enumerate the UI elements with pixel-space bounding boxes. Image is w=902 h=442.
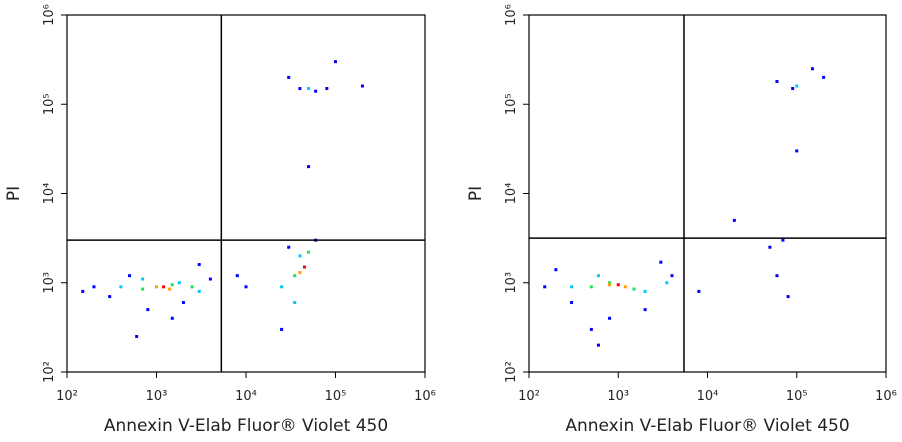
event-dot — [141, 287, 145, 291]
event-dot — [665, 281, 669, 285]
event-dot — [781, 238, 785, 242]
event-dot — [119, 285, 123, 289]
event-dot — [554, 268, 558, 272]
event-dot — [135, 334, 139, 338]
event-dot — [795, 84, 799, 88]
event-dot — [293, 274, 297, 278]
event-dot — [810, 67, 814, 71]
event-dot — [732, 218, 736, 222]
event-dot — [244, 285, 248, 289]
x-axis-title: Annexin V-Elab Fluor® Violet 450 — [104, 416, 388, 436]
event-dot — [643, 308, 647, 312]
y-tick-label: 10² — [42, 361, 57, 383]
plot-frame — [528, 14, 887, 373]
event-dot — [608, 281, 612, 285]
event-dot — [616, 283, 620, 287]
y-axis-title: PI — [466, 186, 486, 201]
event-dot — [325, 87, 329, 91]
event-dot — [334, 60, 337, 64]
y-tick-label: 10⁵ — [42, 93, 57, 115]
x-tick-label: 10³ — [146, 389, 168, 404]
x-tick-label: 10⁵ — [786, 389, 808, 404]
x-tick-label: 10⁴ — [235, 389, 257, 404]
event-dot — [623, 285, 627, 289]
event-dot — [302, 265, 306, 269]
y-tick-label: 10⁴ — [42, 183, 57, 205]
plot-frame — [66, 14, 426, 373]
event-dot — [287, 75, 291, 79]
event-dot — [786, 295, 790, 299]
event-dot — [791, 87, 795, 91]
event-dot — [608, 316, 612, 320]
event-dot — [307, 165, 311, 169]
event-dot — [293, 301, 297, 305]
event-dot — [589, 285, 593, 289]
event-dot — [155, 285, 158, 289]
event-dot — [181, 301, 185, 305]
event-dot — [596, 343, 600, 347]
event-dot — [280, 285, 284, 289]
y-tick-label: 10⁶ — [504, 4, 519, 26]
event-dot — [543, 285, 547, 289]
event-dot — [307, 250, 311, 254]
x-tick-label: 10² — [56, 389, 78, 404]
event-dot — [141, 277, 145, 281]
x-tick-label: 10⁶ — [875, 389, 897, 404]
x-tick-label: 10⁴ — [697, 389, 719, 404]
x-axis-title: Annexin V-Elab Fluor® Violet 450 — [565, 416, 849, 436]
event-dot — [795, 149, 799, 153]
event-dot — [146, 308, 150, 312]
event-dot — [697, 289, 701, 293]
event-dot — [280, 327, 284, 331]
event-dot — [81, 289, 85, 293]
y-tick-label: 10³ — [504, 272, 519, 294]
event-dot — [314, 89, 318, 93]
event-dot — [298, 254, 302, 258]
event-dot — [208, 277, 212, 281]
x-tick-label: 10⁶ — [414, 389, 436, 404]
event-dot — [170, 283, 174, 287]
event-dot — [197, 289, 201, 293]
y-tick-label: 10⁵ — [504, 93, 519, 115]
event-dot — [670, 274, 674, 278]
event-dot — [128, 274, 132, 278]
event-dot — [168, 287, 172, 291]
y-tick-label: 10⁴ — [504, 183, 519, 205]
event-dot — [170, 316, 174, 320]
event-dot — [235, 274, 239, 278]
event-dot — [570, 285, 574, 289]
event-dot — [307, 87, 311, 91]
y-tick-label: 10³ — [42, 272, 57, 294]
event-dot — [298, 87, 302, 91]
event-dot — [108, 295, 112, 299]
event-dot — [775, 79, 779, 83]
event-dot — [197, 263, 201, 267]
x-tick-label: 10² — [518, 389, 540, 404]
event-dot — [822, 75, 826, 79]
event-dot — [287, 245, 291, 249]
y-tick-label: 10² — [504, 361, 519, 383]
event-dot — [659, 260, 663, 264]
event-dot — [643, 289, 647, 293]
event-dot — [162, 285, 166, 289]
event-dot — [570, 301, 574, 305]
event-dot — [608, 283, 612, 287]
event-dot — [596, 274, 600, 278]
x-tick-label: 10³ — [607, 389, 629, 404]
x-tick-label: 10⁵ — [325, 389, 347, 404]
event-dot — [589, 327, 593, 331]
event-dot — [298, 271, 302, 275]
event-dot — [190, 285, 194, 289]
event-dot — [768, 245, 772, 249]
event-dot — [92, 285, 96, 289]
y-tick-label: 10⁶ — [42, 4, 57, 26]
event-dot — [177, 281, 181, 285]
event-dot — [775, 274, 779, 278]
event-dot — [360, 84, 364, 88]
event-dot — [632, 287, 636, 291]
y-axis-title: PI — [4, 186, 24, 201]
